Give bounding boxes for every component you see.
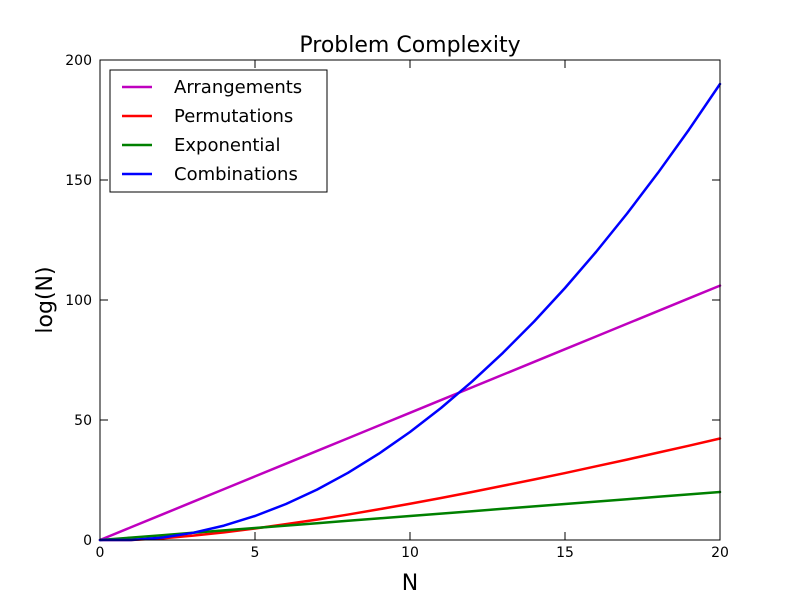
y-tick-label-3: 150	[65, 173, 92, 189]
x-tick-label-1: 5	[251, 545, 260, 561]
series-line-exponential	[98, 490, 722, 542]
x-axis-ticks: 0 5 10 15 20	[96, 60, 729, 561]
x-tick-label-4: 20	[711, 545, 729, 561]
legend-label-exponential: Exponential	[174, 135, 280, 156]
legend-label-permutations: Permutations	[174, 106, 293, 127]
y-tick-label-4: 200	[65, 53, 92, 69]
x-tick-label-3: 15	[556, 545, 574, 561]
series-layer	[98, 82, 722, 542]
x-tick-label-0: 0	[96, 545, 105, 561]
x-tick-label-2: 10	[401, 545, 419, 561]
legend-box	[109, 69, 328, 193]
y-tick-label-2: 100	[65, 293, 92, 309]
legend: Arrangements Permutations Exponential Combi…	[109, 69, 328, 193]
y-axis-ticks: 0 50 100 150 200	[65, 53, 720, 549]
legend-label-arrangements: Arrangements	[174, 77, 302, 98]
series-line-permutations	[98, 437, 722, 542]
chart-title: Problem Complexity	[299, 33, 520, 58]
legend-label-combinations: Combinations	[174, 164, 298, 185]
y-axis-label: log(N)	[33, 266, 58, 333]
y-tick-label-1: 50	[74, 413, 92, 429]
series-line-arrangements	[98, 284, 722, 542]
x-axis-label: N	[402, 571, 418, 596]
y-tick-label-0: 0	[83, 533, 92, 549]
series-line-combinations	[98, 82, 722, 542]
